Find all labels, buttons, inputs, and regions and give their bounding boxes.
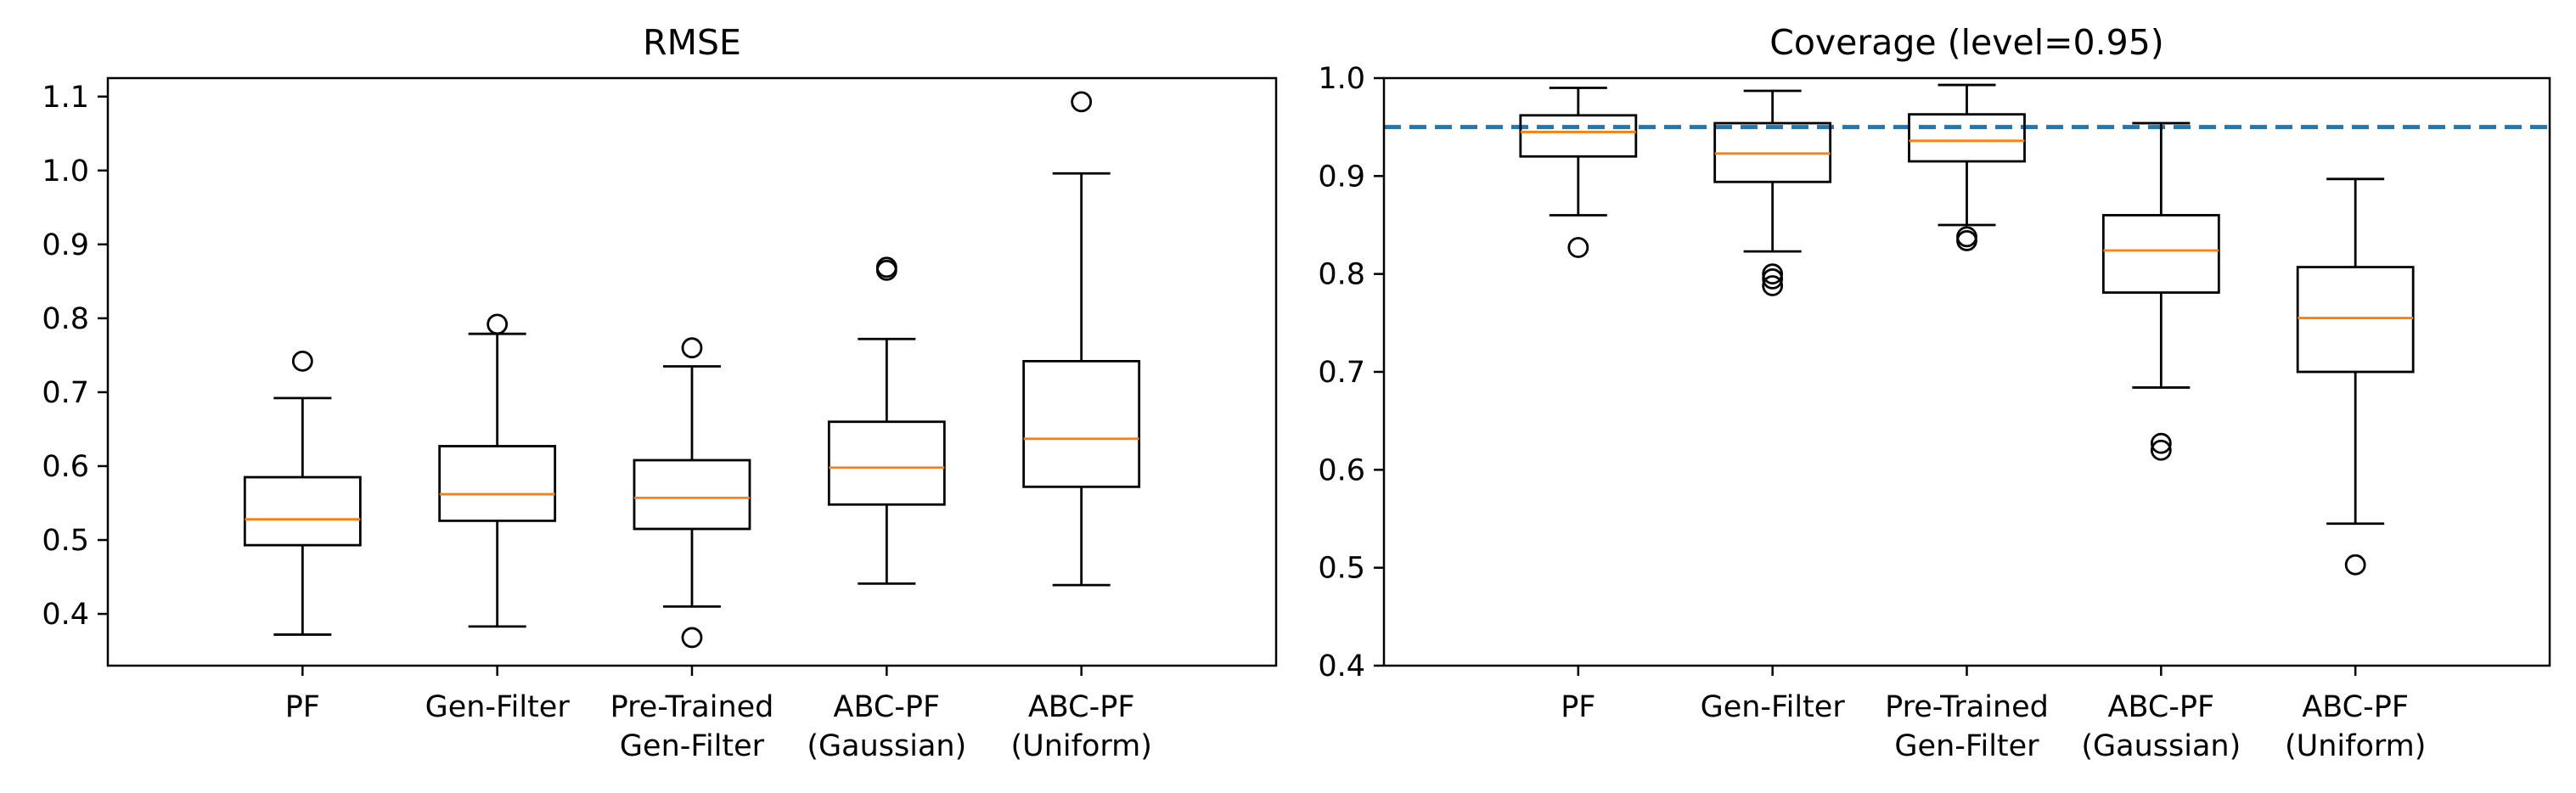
outlier-point	[1956, 230, 1977, 251]
outlier-point	[1762, 275, 1784, 296]
chart-title: RMSE	[643, 22, 741, 63]
outlier-point	[681, 337, 703, 359]
box-iqr	[633, 458, 751, 531]
box-group	[827, 256, 946, 585]
box-group	[633, 337, 751, 649]
y-tick-label: 0.8	[42, 302, 89, 336]
outlier-point	[1071, 91, 1093, 113]
x-tick-label: ABC-PF	[834, 690, 941, 724]
box-group	[1908, 83, 2026, 251]
x-tick-label: Gen-Filter	[620, 729, 765, 763]
y-tick-label: 0.6	[42, 450, 89, 484]
outlier-point	[1567, 237, 1589, 258]
box-iqr	[827, 420, 946, 506]
y-tick-label: 0.7	[42, 376, 89, 410]
outlier-point	[1762, 268, 1784, 290]
outlier-point	[2344, 554, 2366, 576]
outlier-point	[681, 627, 703, 649]
x-tick-label: PF	[285, 690, 320, 724]
box-group	[2296, 177, 2415, 576]
y-tick-label: 0.4	[42, 598, 89, 632]
plot-frame	[106, 76, 1278, 667]
box-group	[243, 350, 362, 636]
y-tick-label: 0.5	[42, 524, 89, 558]
x-tick-label: ABC-PF	[2108, 690, 2215, 724]
box-iqr	[2101, 214, 2220, 294]
x-tick-label: Pre-Trained	[610, 690, 774, 724]
box-iqr	[243, 475, 362, 547]
y-tick-label: 0.8	[1318, 258, 1365, 292]
x-tick-label: ABC-PF	[2302, 690, 2409, 724]
rmse-panel: RMSE 0.4 0.5 0.6 0.7 0.8 0.9 1.0 1.1 PF Gen-Filter…	[42, 22, 1278, 763]
x-tick-label: (Gaussian)	[2081, 729, 2241, 763]
box-iqr	[1022, 359, 1141, 488]
x-tick-label: (Uniform)	[2285, 729, 2426, 763]
y-tick-label: 1.0	[42, 155, 89, 188]
outlier-point	[487, 313, 509, 335]
y-tick-label: 0.4	[1318, 650, 1365, 683]
x-tick-label: Gen-Filter	[1701, 690, 1846, 724]
box-iqr	[2296, 266, 2415, 374]
x-tick-label: (Uniform)	[1010, 729, 1151, 763]
box-iqr	[438, 445, 557, 522]
y-tick-label: 0.9	[1318, 160, 1365, 194]
x-tick-label: Pre-Trained	[1885, 690, 2049, 724]
box-iqr	[1908, 113, 2026, 163]
y-tick-label: 1.0	[1318, 62, 1365, 96]
outlier-point	[2150, 439, 2172, 461]
y-tick-label: 0.5	[1318, 552, 1365, 586]
y-tick-label: 0.6	[1318, 453, 1365, 487]
x-tick-label: ABC-PF	[1028, 690, 1135, 724]
x-tick-label: (Gaussian)	[807, 729, 966, 763]
x-tick-label: PF	[1561, 690, 1595, 724]
box-group	[1519, 87, 1638, 258]
plot-frame	[1382, 76, 2551, 667]
x-tick-label: Gen-Filter	[425, 690, 571, 724]
y-tick-label: 1.1	[42, 81, 89, 115]
outlier-point	[875, 256, 897, 278]
y-tick-label: 0.9	[42, 228, 89, 262]
outlier-point	[2150, 432, 2172, 454]
box-group	[1713, 89, 1832, 296]
chart-title: Coverage (level=0.95)	[1769, 22, 2164, 63]
box-group	[2101, 121, 2220, 461]
box-group	[438, 313, 557, 628]
x-tick-label: Gen-Filter	[1894, 729, 2039, 763]
outlier-point	[1762, 263, 1784, 285]
box-iqr	[1519, 114, 1638, 158]
y-tick-label: 0.7	[1318, 356, 1365, 390]
coverage-panel: Coverage (level=0.95) 0.4 0.5 0.6 0.7 0.8 0.9 1…	[1318, 22, 2551, 763]
outlier-point	[291, 350, 313, 372]
box-group	[1022, 91, 1141, 587]
